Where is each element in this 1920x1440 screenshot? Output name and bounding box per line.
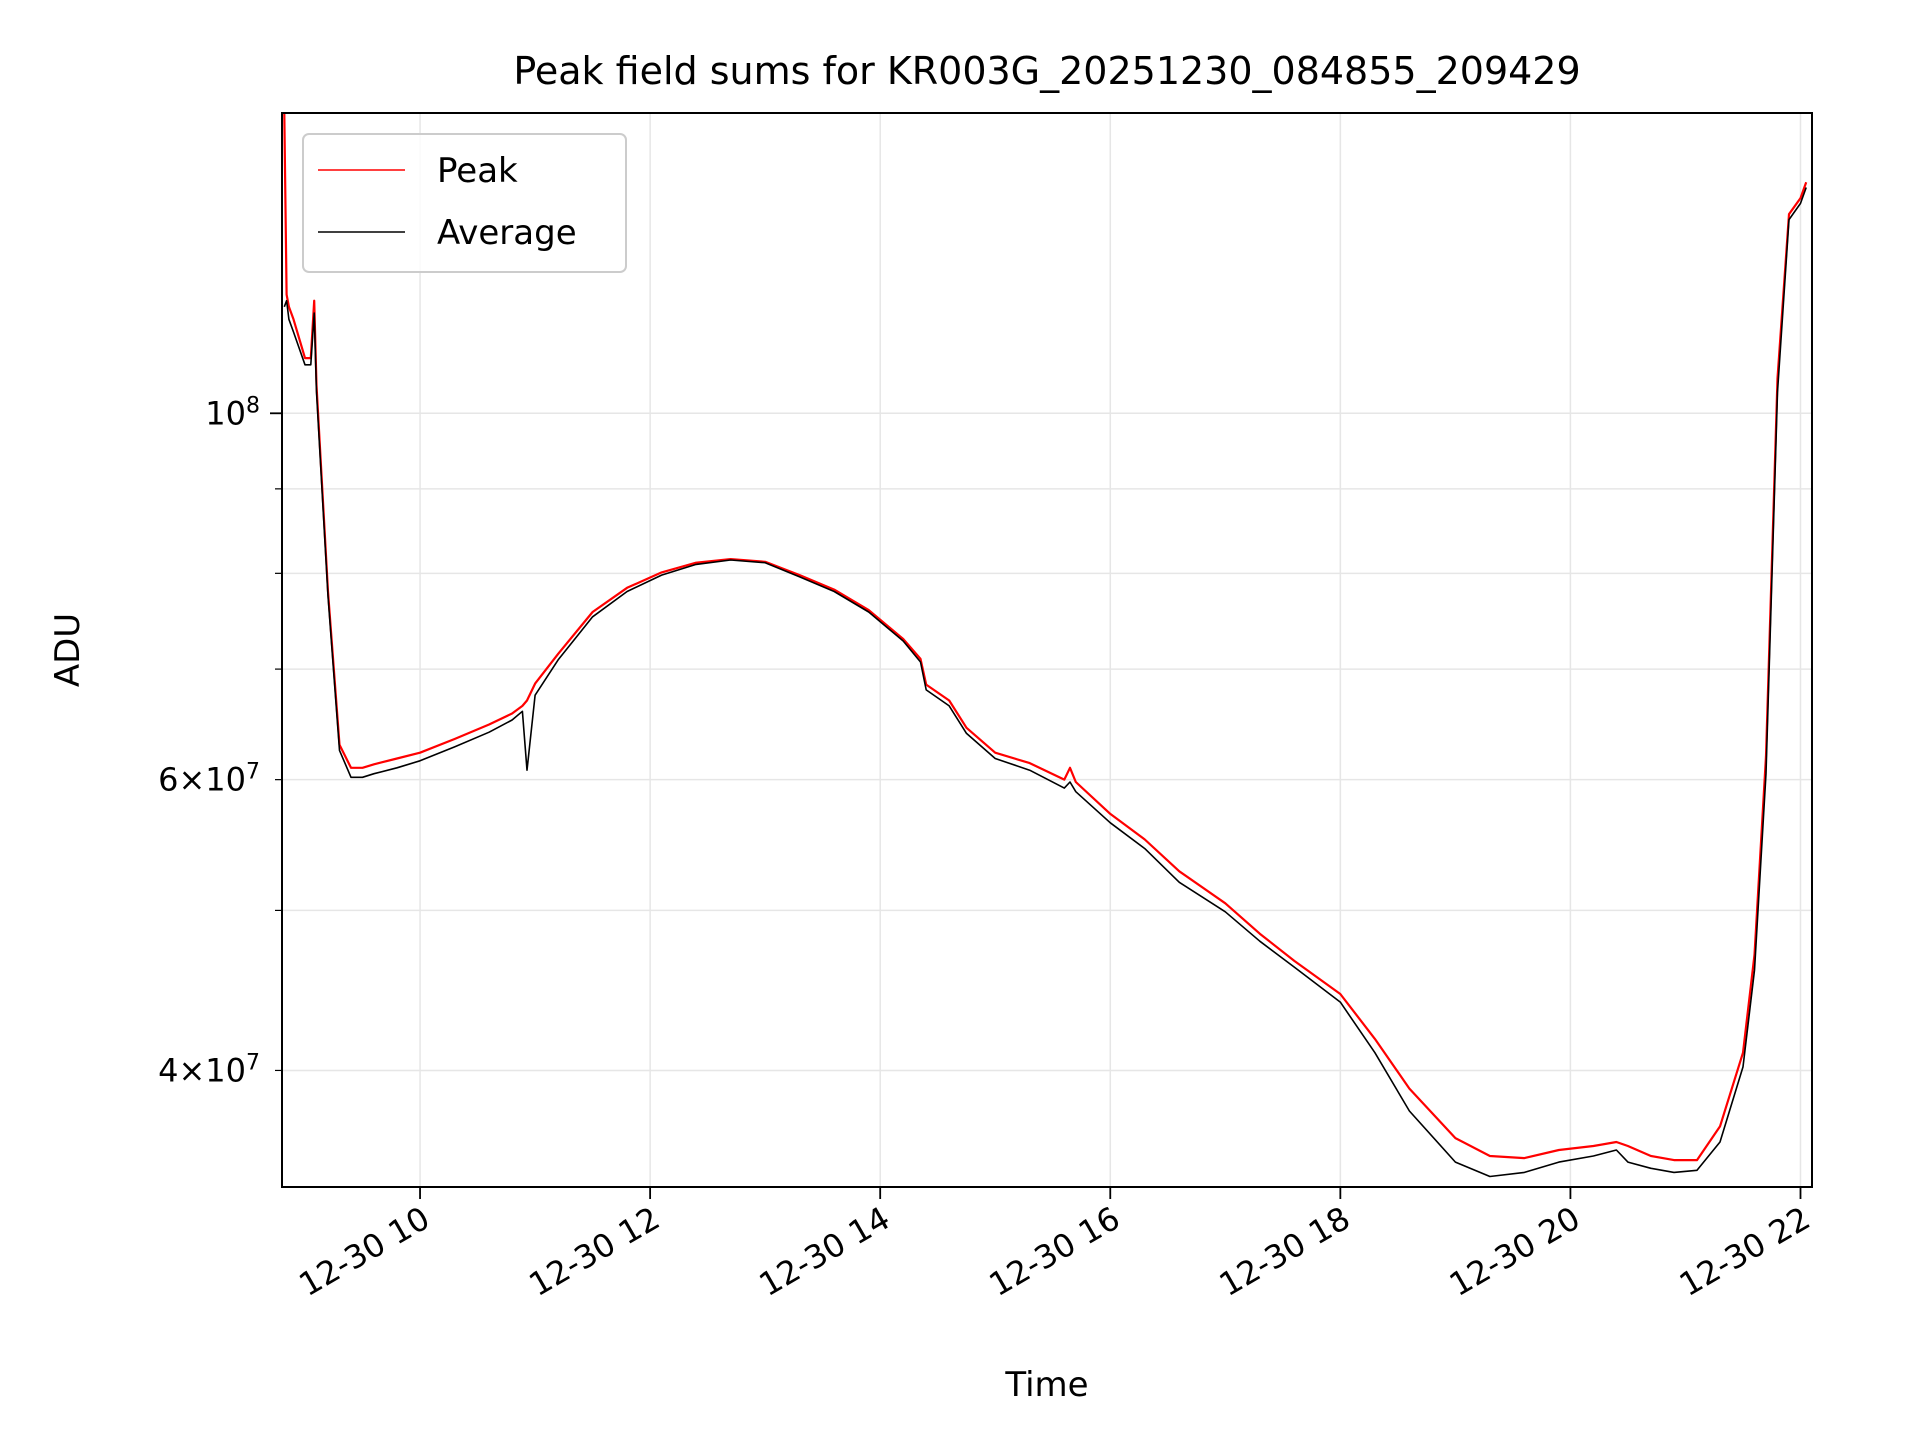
y-tick-mantissa: 6×10 bbox=[158, 761, 246, 799]
x-axis-label: Time bbox=[1004, 1365, 1088, 1405]
legend-label-peak: Peak bbox=[437, 151, 518, 191]
legend-label-average: Average bbox=[437, 213, 577, 253]
y-tick-mantissa: 10 bbox=[205, 394, 246, 432]
chart-title: Peak field sums for KR003G_20251230_0848… bbox=[513, 49, 1580, 93]
y-tick-mantissa: 4×10 bbox=[158, 1051, 246, 1089]
y-tick-label: 4×107 bbox=[158, 1050, 260, 1090]
y-tick-exponent: 7 bbox=[246, 1050, 260, 1075]
y-tick-label: 6×107 bbox=[158, 759, 260, 799]
y-tick-label: 108 bbox=[205, 393, 260, 433]
y-axis-label: ADU bbox=[48, 613, 88, 687]
plot-area bbox=[283, 112, 1808, 1178]
series-line-average bbox=[283, 187, 1807, 1178]
y-tick-exponent: 7 bbox=[246, 759, 260, 784]
grid bbox=[282, 113, 1812, 1187]
y-tick-exponent: 8 bbox=[246, 393, 260, 418]
legend: Peak Average bbox=[302, 133, 627, 273]
series-line-peak bbox=[283, 112, 1808, 1162]
axes-frame bbox=[281, 112, 1813, 1188]
legend-box bbox=[302, 133, 627, 273]
